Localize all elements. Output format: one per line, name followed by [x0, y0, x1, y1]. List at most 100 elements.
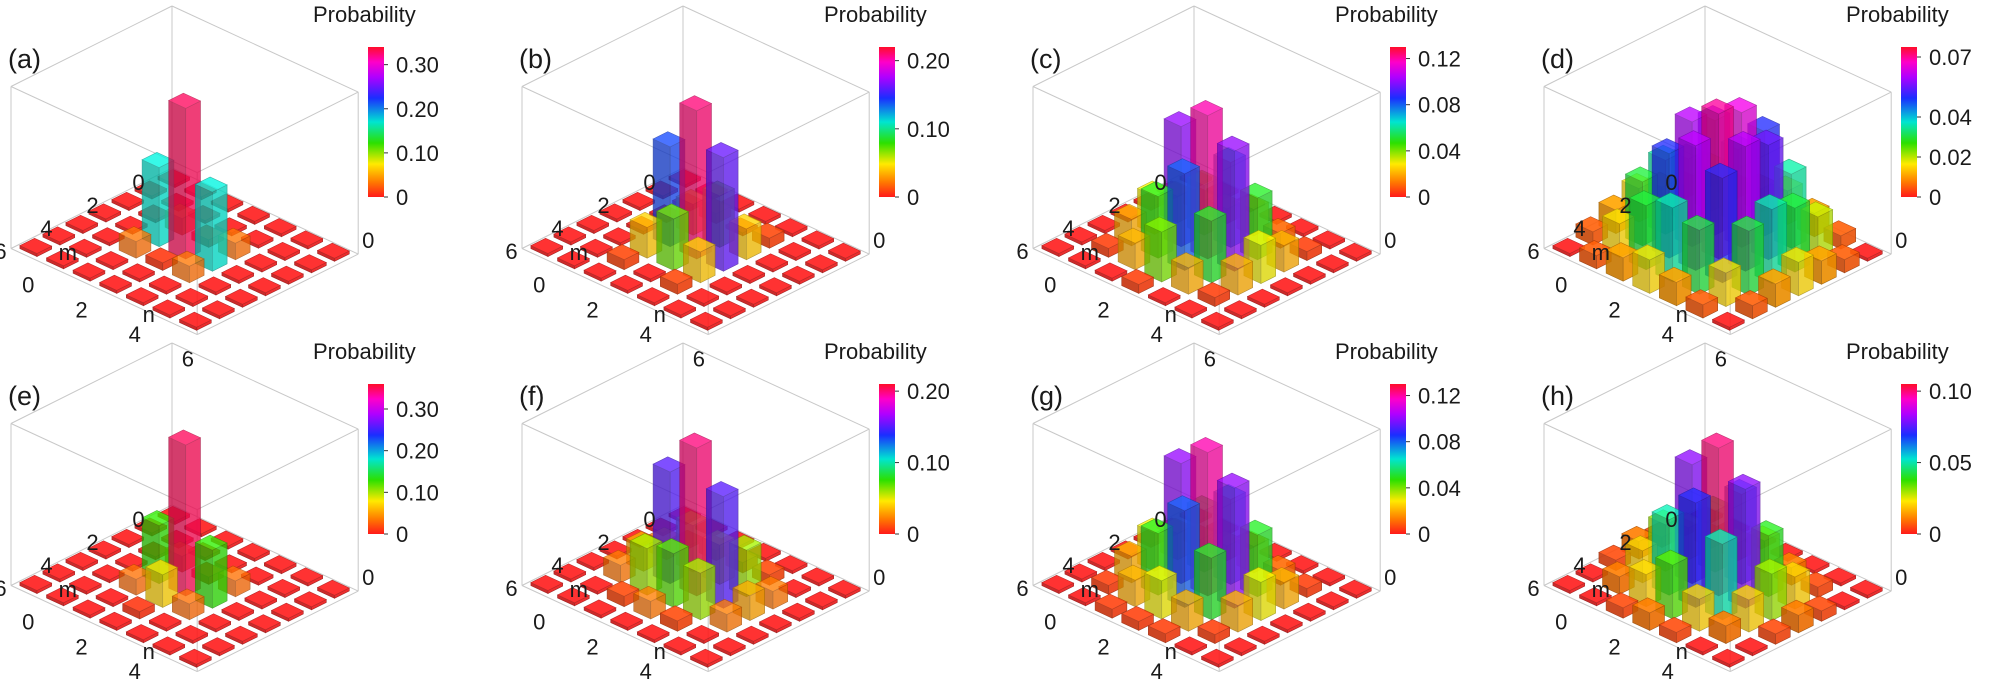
- bar-m6-n1: [1578, 587, 1612, 607]
- bar-m0-n5: [801, 230, 835, 250]
- bars: [19, 429, 350, 668]
- panel-label: (a): [8, 44, 41, 74]
- bar-m2-n6: [1292, 265, 1326, 285]
- bar-m4-n6: [1246, 625, 1280, 645]
- bar-m6-n5: [1685, 636, 1719, 656]
- x-tick-label: 6: [505, 576, 517, 601]
- bar-m4-n5: [198, 613, 232, 633]
- bar-m4-n5: [198, 276, 232, 296]
- bar-m5-n5: [175, 287, 209, 308]
- bar-m2-n6: [270, 602, 304, 622]
- y-tick-label: 0: [533, 273, 545, 298]
- bar-m1-n6: [804, 591, 838, 611]
- bar-m6-n3: [1121, 269, 1155, 294]
- bar-m5-n4: [659, 268, 693, 295]
- bar-m6-n4: [636, 287, 670, 307]
- colorbar: Probability 0.30 0.20 0.10 0: [313, 339, 439, 547]
- bars: [1552, 97, 1883, 331]
- bar-m6-n6: [178, 648, 212, 668]
- bar-m4-n5: [709, 276, 743, 296]
- bar-m6-n2: [583, 262, 617, 282]
- x-axis-label: m: [59, 577, 77, 602]
- bar-m3-n3: [168, 92, 202, 260]
- bar-m2-n5: [244, 590, 278, 610]
- z-tick-label: 0: [1384, 228, 1396, 253]
- panel-label: (c): [1030, 44, 1061, 74]
- bar-m6-n4: [1147, 618, 1181, 644]
- bar-m4-n0: [65, 551, 99, 572]
- colorbar-gradient: [368, 384, 384, 534]
- colorbar-tick-label: 0.02: [1929, 145, 1972, 170]
- x-tick-label: 6: [505, 239, 517, 264]
- z-tick-label: 0: [1895, 565, 1907, 590]
- bar-m6-n6: [689, 311, 723, 331]
- x-tick-label: 2: [86, 193, 98, 218]
- bar-m4-n6: [1246, 288, 1280, 308]
- bar-m6-n2: [1094, 593, 1128, 619]
- box-edge: [1729, 590, 1892, 673]
- bar-m1-n6: [1315, 254, 1349, 274]
- y-tick-label: 6: [693, 346, 705, 371]
- bars: [1041, 100, 1372, 331]
- y-axis-label: n: [654, 302, 666, 327]
- bar-m2-n0: [622, 191, 656, 212]
- bar-m6-n3: [610, 611, 644, 631]
- x-tick-label: 6: [1527, 239, 1539, 264]
- bar-m5-n2: [606, 244, 640, 271]
- bar-m5-n5: [686, 287, 720, 308]
- colorbar-tick-label: 0.12: [1418, 47, 1461, 72]
- bar-m0-n3: [237, 542, 271, 562]
- bar-m1-n6: [293, 591, 327, 611]
- bar-m4-n4: [682, 236, 716, 284]
- box-edge: [1218, 590, 1381, 673]
- bar-m1-n6: [293, 254, 327, 274]
- colorbar: Probability 0.30 0.20 0.10 0: [313, 2, 439, 210]
- box-edge: [707, 590, 870, 673]
- bar-m6-n6: [689, 648, 723, 668]
- colorbar-tick-label: 0.10: [396, 141, 439, 166]
- box-edge: [10, 248, 198, 336]
- colorbar-tick-label: 0: [1418, 185, 1430, 210]
- bar-m0-n6: [1849, 579, 1883, 599]
- bar-m0-n6: [827, 579, 861, 599]
- box-edge: [521, 342, 684, 424]
- bar-m5-n5: [1197, 619, 1231, 645]
- bar-m0-n5: [290, 567, 324, 587]
- y-tick-label: 0: [1555, 610, 1567, 635]
- z-tick-label: 0: [1895, 228, 1907, 253]
- y-tick-label: 4: [129, 659, 141, 679]
- bar-m0-n6: [316, 579, 350, 599]
- colorbar-tick-label: 0.04: [1418, 476, 1461, 501]
- x-tick-label: 2: [86, 530, 98, 555]
- bar-m6-n5: [1174, 299, 1208, 319]
- bar-m1-n5: [267, 241, 301, 262]
- box-edge: [196, 91, 359, 174]
- colorbar: Probability 0.20 0.10 0: [824, 2, 950, 210]
- bar-m2-n6: [781, 265, 815, 285]
- y-tick-label: 4: [1662, 659, 1674, 679]
- x-tick-label: 0: [1154, 170, 1166, 195]
- box-edge: [521, 5, 684, 87]
- x-tick-label: 4: [1573, 216, 1585, 241]
- y-tick-label: 0: [1044, 610, 1056, 635]
- bar-m5-n1: [68, 575, 102, 595]
- bar-m5-n6: [201, 300, 235, 320]
- bar-m5-n6: [201, 637, 235, 657]
- x-tick-label: 0: [643, 170, 655, 195]
- y-tick-label: 0: [1555, 273, 1567, 298]
- bar-m6-n1: [45, 250, 79, 270]
- bar-m2-n0: [111, 528, 145, 549]
- bar-m6-n1: [556, 250, 590, 270]
- bar-m5-n1: [1090, 232, 1124, 258]
- bar-m5-n3: [633, 263, 667, 283]
- box-edge: [1543, 342, 1706, 424]
- box-edge: [1032, 5, 1195, 87]
- bars: [530, 432, 861, 668]
- bar-m4-n4: [171, 588, 205, 621]
- x-tick-label: 4: [40, 553, 52, 578]
- colorbar-tick-label: 0.20: [396, 97, 439, 122]
- bar-m1-n6: [804, 254, 838, 274]
- bar-m3-n6: [247, 614, 281, 634]
